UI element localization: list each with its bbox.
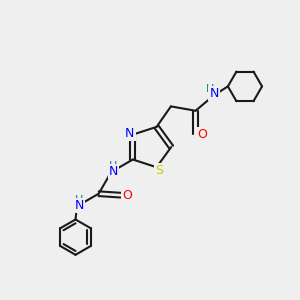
Text: N: N (109, 165, 118, 178)
Text: H: H (206, 84, 214, 94)
Text: N: N (75, 199, 84, 212)
Text: H: H (75, 195, 83, 205)
Text: O: O (197, 128, 207, 141)
Text: N: N (125, 127, 135, 140)
Text: S: S (155, 164, 163, 177)
Text: H: H (109, 160, 118, 171)
Text: N: N (209, 87, 219, 100)
Text: O: O (122, 189, 132, 202)
